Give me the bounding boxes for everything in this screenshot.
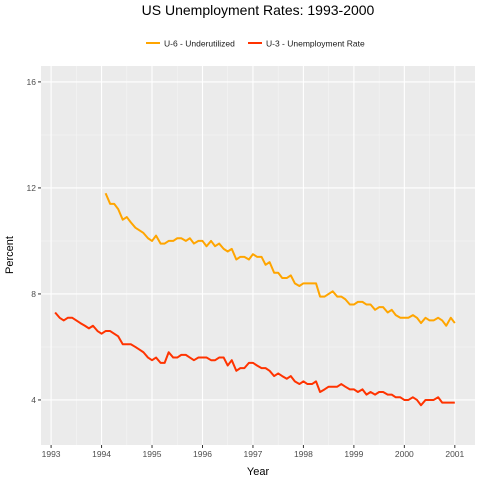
series-line-u6 [104,192,456,327]
x-tick-label: 2001 [445,449,464,459]
legend: U-6 - Underutilized U-3 - Unemployment R… [146,39,365,49]
y-tick-label: 16 [27,77,37,87]
y-tick-label: 8 [31,289,36,299]
x-tick-label: 1993 [42,449,61,459]
chart-title: US Unemployment Rates: 1993-2000 [142,2,375,18]
y-tick-label: 4 [31,395,36,405]
y-axis-title: Percent [4,236,16,274]
legend-label-u6: U-6 - Underutilized [164,39,235,49]
x-tick-label: 1996 [193,449,212,459]
x-tick-label: 1995 [143,449,162,459]
x-tick-label: 1999 [344,449,363,459]
series-lines [54,192,456,407]
legend-label-u3: U-3 - Unemployment Rate [266,39,365,49]
x-tick-label: 1994 [92,449,111,459]
x-tick-label: 1998 [294,449,313,459]
series-line-u3 [54,311,455,407]
x-tick-label: 2000 [395,449,414,459]
x-tick-label: 1997 [243,449,262,459]
y-axis-ticks: 4 8 12 16 [27,77,41,405]
y-tick-label: 12 [27,183,37,193]
x-axis-ticks: 1993 1994 1995 1996 1997 1998 1999 2000 2001 [42,445,465,459]
x-axis-title: Year [247,466,270,478]
plot-panel [41,66,475,445]
